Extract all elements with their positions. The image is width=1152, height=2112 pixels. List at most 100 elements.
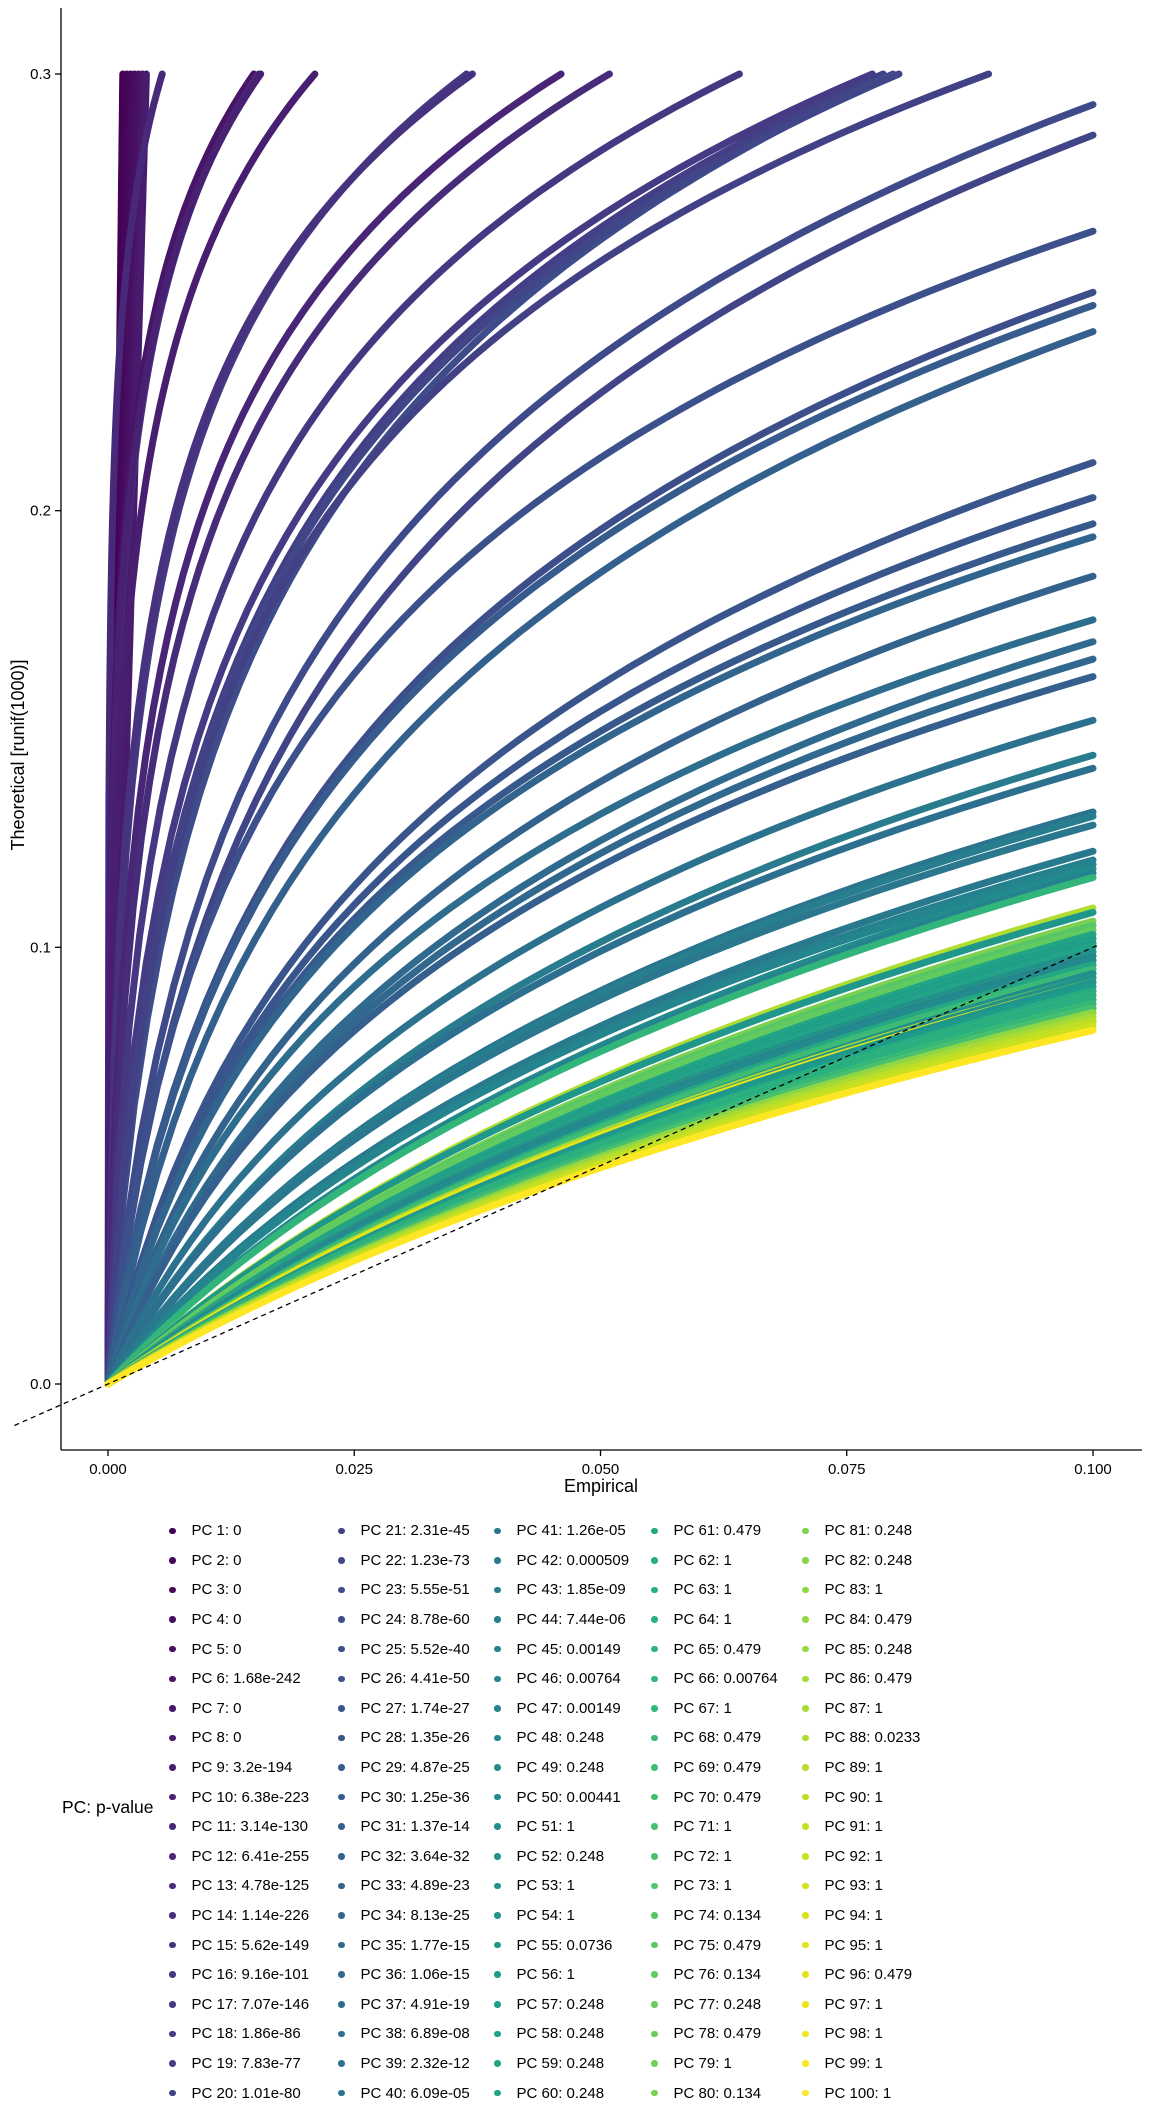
legend-dot-icon: [169, 1616, 176, 1623]
legend-dot-icon: [494, 1527, 501, 1535]
legend-dot-icon: [494, 1764, 501, 1771]
legend-label: PC 36: 1.06e-15: [360, 1966, 470, 1984]
series-curve-pc-16: [104, 70, 743, 1388]
legend-item: PC 15: 5.62e-149: [169, 1930, 309, 1960]
legend-item: PC 63: 1: [651, 1575, 778, 1605]
x-tick-label: 0.100: [1074, 1461, 1112, 1478]
legend-label: PC 59: 0.248: [516, 2054, 605, 2072]
legend-column: PC 81: 0.248 PC 82: 0.248 PC 83: 1 PC 84: 0…: [802, 1516, 920, 2108]
legend-label: PC 15: 5.62e-149: [191, 1936, 310, 1954]
legend-item: PC 20: 1.01e-80: [169, 2078, 309, 2108]
legend-label: PC 13: 4.78e-125: [191, 1877, 310, 1895]
legend-item: PC 39: 2.32e-12: [338, 2049, 470, 2079]
legend-label: PC 64: 1: [673, 1611, 732, 1629]
legend-dot-icon: [494, 1793, 501, 1801]
series-curve-pc-36: [104, 638, 1097, 1388]
series-curve-pc-41: [104, 821, 1097, 1388]
legend-item: PC 82: 0.248: [802, 1546, 920, 1576]
legend-label: PC 56: 1: [516, 1966, 575, 1984]
legend-dot-icon: [338, 1793, 345, 1801]
legend-label: PC 90: 1: [824, 1788, 883, 1806]
legend-dot-icon: [169, 2060, 176, 2067]
legend-label: PC 9: 3.2e-194: [191, 1759, 293, 1777]
legend-label: PC 78: 0.479: [673, 2025, 762, 2043]
legend-item: PC 97: 1: [802, 1990, 920, 2020]
series-curve-pc-100: [104, 1026, 1097, 1388]
series-curve-pc-23: [104, 101, 1097, 1388]
legend-label: PC 54: 1: [516, 1907, 575, 1925]
legend-label: PC 66: 0.00764: [673, 1670, 778, 1688]
legend-item: PC 10: 6.38e-223: [169, 1782, 309, 1812]
legend-item: PC 84: 0.479: [802, 1605, 920, 1635]
legend-item: PC 8: 0: [169, 1723, 309, 1753]
legend-label: PC 52: 0.248: [516, 1847, 605, 1865]
legend-item: PC 2: 0: [169, 1546, 309, 1576]
series-curve-pc-33: [104, 572, 1097, 1388]
legend-label: PC 37: 4.91e-19: [360, 1995, 470, 2013]
legend-item: PC 29: 4.87e-25: [338, 1753, 470, 1783]
legend-label: PC 46: 0.00764: [516, 1670, 621, 1688]
legend-item: PC 62: 1: [651, 1546, 778, 1576]
series-curve-pc-27: [104, 459, 1097, 1388]
legend-item: PC 57: 0.248: [494, 1990, 629, 2020]
legend-label: PC 60: 0.248: [516, 2084, 605, 2102]
legend-label: PC 65: 0.479: [673, 1640, 762, 1658]
legend-label: PC 10: 6.38e-223: [191, 1788, 310, 1806]
y-tick-label: 0.3: [30, 66, 51, 83]
legend-label: PC 48: 0.248: [516, 1729, 605, 1747]
legend-label: PC 87: 1: [824, 1699, 883, 1717]
legend-label: PC 83: 1: [824, 1581, 883, 1599]
legend-item: PC 28: 1.35e-26: [338, 1723, 470, 1753]
legend-dot-icon: [802, 1675, 809, 1683]
legend-dot-icon: [651, 1764, 658, 1771]
series-curve-pc-12: [104, 70, 166, 1388]
legend-label: PC 4: 0: [191, 1611, 242, 1629]
legend-item: PC 72: 1: [651, 1842, 778, 1872]
legend-dot-icon: [651, 1734, 658, 1742]
legend-item: PC 16: 9.16e-101: [169, 1960, 309, 1990]
legend-item: PC 18: 1.86e-86: [169, 2019, 309, 2049]
legend-label: PC 43: 1.85e-09: [516, 1581, 626, 1599]
legend-dot-icon: [802, 1793, 809, 1801]
legend-item: PC 5: 0: [169, 1634, 309, 1664]
legend-dot-icon: [494, 1823, 501, 1830]
legend-label: PC 99: 1: [824, 2054, 883, 2072]
legend-dot-icon: [338, 1971, 345, 1978]
legend-label: PC 42: 0.000509: [516, 1551, 630, 1569]
legend-dot-icon: [651, 2030, 658, 2038]
legend-item: PC 61: 0.479: [651, 1516, 778, 1546]
legend-dot-icon: [802, 1764, 809, 1771]
legend-dot-icon: [494, 1675, 501, 1683]
legend-label: PC 92: 1: [824, 1847, 883, 1865]
series-curve-pc-13: [104, 70, 613, 1388]
legend-item: PC 90: 1: [802, 1782, 920, 1812]
legend-label: PC 77: 0.248: [673, 1995, 762, 2013]
legend-dot-icon: [651, 1941, 658, 1949]
legend-item: PC 92: 1: [802, 1842, 920, 1872]
legend-dot-icon: [802, 1734, 809, 1742]
legend-dot-icon: [802, 1705, 809, 1712]
legend-item: PC 69: 0.479: [651, 1753, 778, 1783]
legend-dot-icon: [494, 1586, 501, 1594]
legend-item: PC 60: 0.248: [494, 2078, 629, 2108]
legend-dot-icon: [802, 1586, 809, 1594]
legend-item: PC 81: 0.248: [802, 1516, 920, 1546]
series-curve-pc-39: [104, 716, 1097, 1388]
legend-label: PC 88: 0.0233: [824, 1729, 921, 1747]
legend-label: PC 84: 0.479: [824, 1611, 913, 1629]
legend-dot-icon: [338, 1912, 345, 1919]
legend-dot-icon: [338, 1705, 345, 1712]
legend-label: PC 34: 8.13e-25: [360, 1907, 470, 1925]
legend-label: PC 72: 1: [673, 1847, 732, 1865]
legend-label: PC 31: 1.37e-14: [360, 1818, 470, 1836]
legend-item: PC 96: 0.479: [802, 1960, 920, 1990]
legend-dot-icon: [338, 2030, 345, 2038]
legend-item: PC 24: 8.78e-60: [338, 1605, 470, 1635]
legend-item: PC 59: 0.248: [494, 2049, 629, 2079]
legend-dot-icon: [802, 1853, 809, 1860]
legend-item: PC 9: 3.2e-194: [169, 1753, 309, 1783]
legend-dot-icon: [169, 1705, 176, 1712]
legend-dot-icon: [338, 1823, 345, 1830]
series-curve-pc-55: [104, 908, 1097, 1388]
legend-dot-icon: [338, 1557, 345, 1564]
